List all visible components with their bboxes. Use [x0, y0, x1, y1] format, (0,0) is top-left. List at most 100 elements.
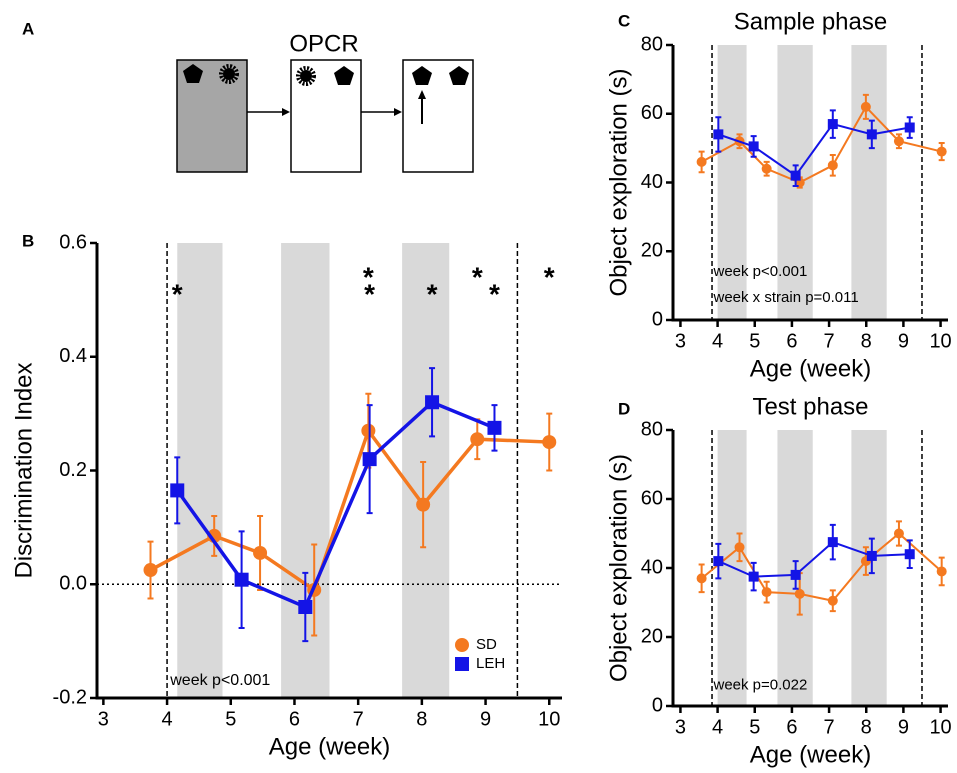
marker [893, 136, 904, 147]
marker [425, 395, 440, 410]
series-line [718, 122, 910, 178]
x-tick-label: 10 [538, 708, 560, 730]
x-tick-label: 6 [289, 708, 300, 730]
annotation: * [363, 262, 374, 293]
annotation: * [427, 279, 438, 310]
object [223, 68, 235, 80]
x-tick-label: 8 [861, 716, 872, 738]
marker [794, 588, 805, 599]
x-tick-label: 5 [225, 708, 236, 730]
annotation: * [544, 262, 555, 293]
marker [866, 129, 877, 140]
marker [542, 435, 557, 450]
marker [170, 483, 185, 498]
y-tick-label: 60 [641, 102, 663, 124]
marker [748, 141, 759, 152]
legend-marker [455, 638, 469, 652]
x-tick-label: 3 [98, 708, 109, 730]
y-tick-label: 0 [652, 308, 663, 330]
x-tick-label: 6 [786, 330, 797, 352]
x-tick-label: 9 [480, 708, 491, 730]
marker [487, 420, 502, 435]
marker [866, 550, 877, 561]
panel-a: A OPCR [22, 19, 474, 173]
annotation: week p<0.001 [169, 672, 270, 689]
x-tick-label: 6 [786, 716, 797, 738]
x-tick-label: 9 [898, 716, 909, 738]
diagram-title: OPCR [289, 30, 358, 57]
annotation: * [472, 262, 483, 293]
series-line [149, 426, 550, 593]
marker [362, 452, 377, 467]
panel-label: A [22, 19, 34, 38]
marker [143, 563, 158, 578]
x-tick-label: 7 [824, 330, 835, 352]
legend-marker [455, 657, 469, 671]
annotation: week p=0.022 [713, 676, 808, 693]
y-tick-label: 60 [641, 487, 663, 509]
annotation: * [172, 279, 183, 310]
y-axis-label: Discrimination Index [10, 362, 37, 578]
panel-label: D [618, 399, 630, 418]
annotation: * [364, 279, 375, 310]
y-tick-label: -0.2 [53, 686, 87, 708]
x-tick-label: 3 [675, 330, 686, 352]
annotation: week p<0.001 [713, 263, 808, 280]
x-tick-label: 5 [749, 330, 760, 352]
marker [860, 101, 871, 112]
x-tick-label: 10 [929, 716, 951, 738]
marker [904, 122, 915, 133]
y-tick-label: 20 [641, 625, 663, 647]
marker [734, 542, 745, 553]
object [300, 70, 312, 82]
marker [790, 569, 801, 580]
object [296, 66, 316, 86]
y-tick-label: 0.4 [59, 345, 87, 367]
x-axis-label: Age (week) [750, 355, 871, 382]
object [449, 66, 469, 85]
series-line [717, 540, 910, 578]
marker [713, 129, 724, 140]
shaded-band [717, 45, 747, 320]
y-tick-label: 80 [641, 418, 663, 440]
panel-label: C [618, 11, 630, 30]
marker [904, 549, 915, 560]
x-tick-label: 8 [416, 708, 427, 730]
annotation: week x strain p=0.011 [713, 289, 859, 306]
marker [298, 600, 313, 614]
marker [234, 572, 249, 587]
y-tick-label: 80 [641, 33, 663, 55]
arrow-head [282, 108, 290, 116]
marker [936, 146, 947, 157]
x-tick-label: 10 [929, 330, 951, 352]
shaded-band [402, 243, 450, 698]
y-tick-label: 40 [641, 556, 663, 578]
shaded-band [851, 430, 887, 706]
marker [827, 119, 838, 130]
y-tick-label: 0.6 [59, 231, 87, 253]
shaded-band [177, 243, 223, 698]
x-axis-label: Age (week) [269, 733, 390, 760]
marker [696, 573, 707, 584]
marker [936, 566, 947, 577]
annotation: * [489, 279, 500, 310]
marker [827, 537, 838, 548]
x-tick-label: 7 [824, 716, 835, 738]
marker [827, 160, 838, 171]
y-tick-label: 40 [641, 171, 663, 193]
x-tick-label: 4 [712, 330, 723, 352]
series-line [700, 532, 943, 602]
chart-title: Test phase [752, 393, 868, 420]
marker [470, 432, 485, 447]
panel-label: B [22, 231, 34, 250]
x-tick-label: 4 [712, 716, 723, 738]
y-axis-label: Object exploration (s) [605, 454, 632, 682]
y-tick-label: 0.0 [59, 573, 87, 595]
series-line [175, 400, 496, 610]
x-tick-label: 4 [162, 708, 173, 730]
x-tick-label: 5 [749, 716, 760, 738]
x-tick-label: 7 [353, 708, 364, 730]
marker [253, 545, 268, 560]
marker [748, 571, 759, 582]
